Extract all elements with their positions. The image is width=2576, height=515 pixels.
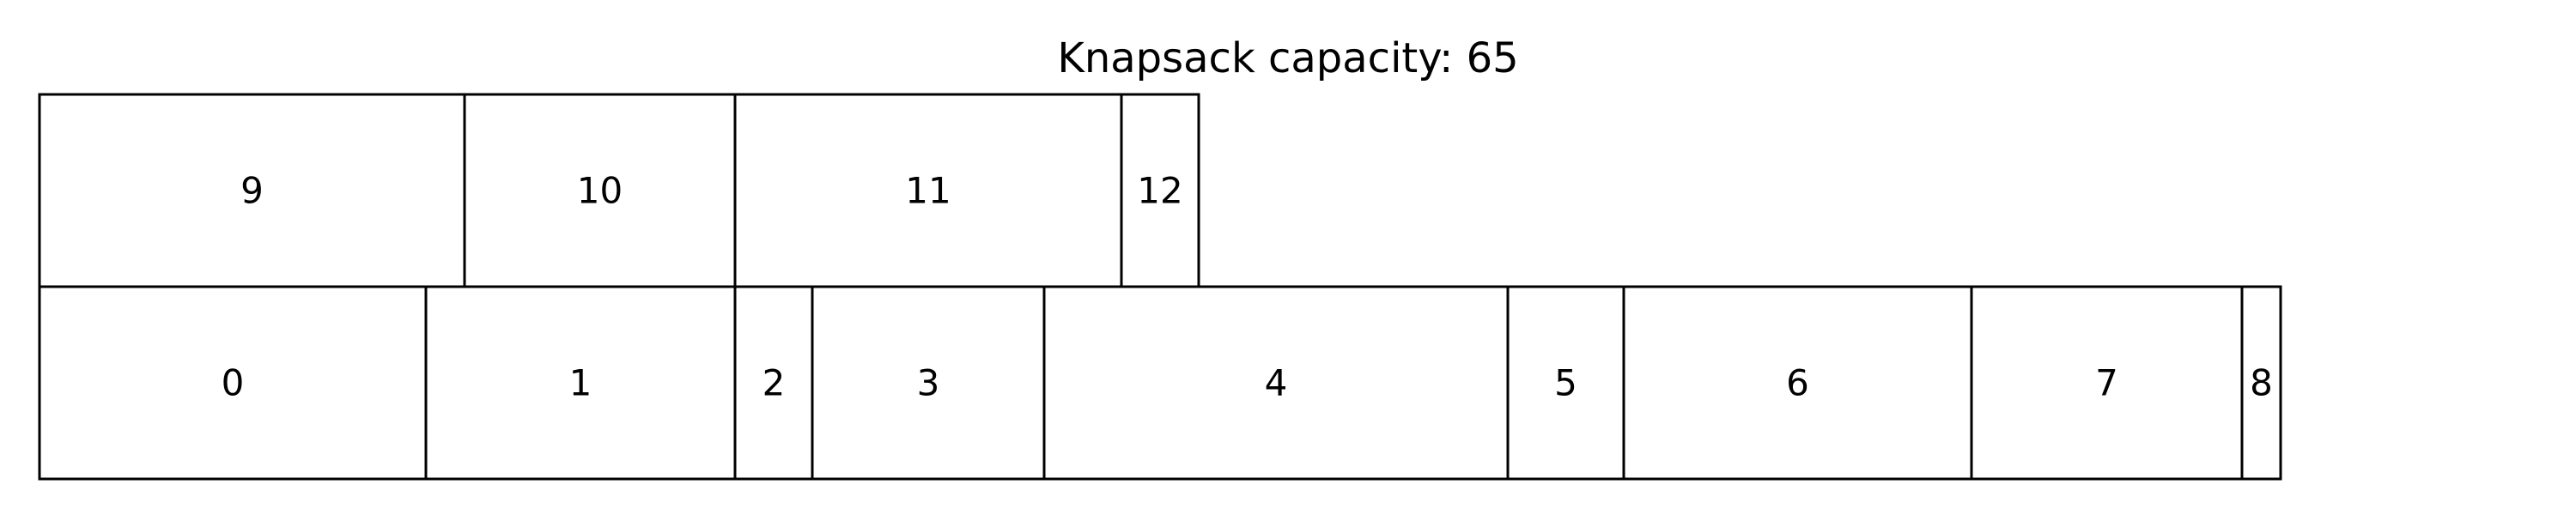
item-label: 5 bbox=[1554, 362, 1577, 404]
item-block-4: 4 bbox=[1042, 285, 1510, 481]
item-label: 8 bbox=[2250, 362, 2273, 404]
item-rect bbox=[2240, 285, 2282, 481]
item-rect bbox=[1042, 285, 1510, 481]
item-block-9: 9 bbox=[38, 93, 466, 288]
item-block-8: 8 bbox=[2240, 285, 2282, 481]
item-label: 2 bbox=[762, 362, 786, 404]
item-label: 11 bbox=[905, 170, 951, 212]
item-block-12: 12 bbox=[1120, 93, 1200, 288]
item-block-11: 11 bbox=[733, 93, 1123, 288]
diagram-title: Knapsack capacity: 65 bbox=[1057, 34, 1519, 82]
item-block-3: 3 bbox=[811, 285, 1046, 481]
item-block-5: 5 bbox=[1506, 285, 1625, 481]
item-label: 0 bbox=[222, 362, 245, 404]
item-rect bbox=[811, 285, 1046, 481]
item-label: 9 bbox=[240, 170, 264, 212]
item-label: 6 bbox=[1786, 362, 1809, 404]
item-label: 3 bbox=[917, 362, 940, 404]
item-label: 1 bbox=[569, 362, 592, 404]
item-label: 10 bbox=[577, 170, 623, 212]
item-block-6: 6 bbox=[1622, 285, 1973, 481]
item-block-1: 1 bbox=[424, 285, 737, 481]
item-label: 7 bbox=[2095, 362, 2118, 404]
item-block-10: 10 bbox=[463, 93, 737, 288]
item-rect bbox=[1970, 285, 2244, 481]
item-rect bbox=[1120, 93, 1200, 288]
item-rect bbox=[38, 285, 428, 481]
item-label: 4 bbox=[1265, 362, 1288, 404]
item-rect bbox=[1506, 285, 1625, 481]
item-block-7: 7 bbox=[1970, 285, 2244, 481]
items-layer: 0 1 2 3 4 5 6 7 89 10 11 12 bbox=[38, 93, 2282, 481]
item-block-2: 2 bbox=[733, 285, 814, 481]
item-rect bbox=[1622, 285, 1973, 481]
item-rect bbox=[733, 93, 1123, 288]
item-rect bbox=[463, 93, 737, 288]
item-rect bbox=[38, 93, 466, 288]
item-rect bbox=[733, 285, 814, 481]
item-label: 12 bbox=[1137, 170, 1182, 212]
item-block-0: 0 bbox=[38, 285, 428, 481]
